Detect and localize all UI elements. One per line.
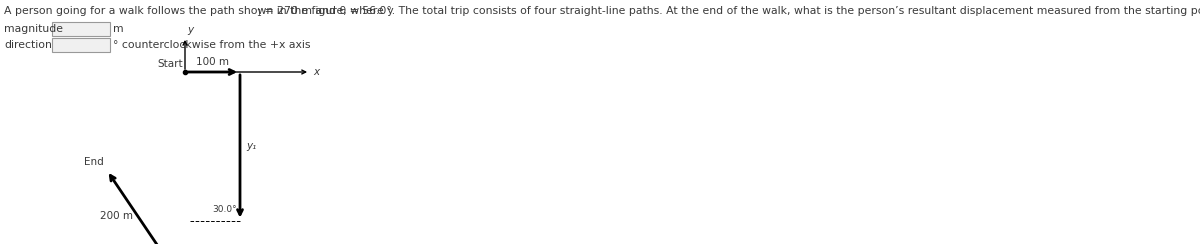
Text: 1: 1 bbox=[256, 9, 260, 18]
Text: m: m bbox=[113, 24, 124, 34]
Text: x: x bbox=[313, 67, 319, 77]
Text: y: y bbox=[187, 25, 193, 35]
Text: direction: direction bbox=[4, 40, 52, 50]
Text: y₁: y₁ bbox=[246, 141, 257, 151]
Text: ° counterclockwise from the +x axis: ° counterclockwise from the +x axis bbox=[113, 40, 311, 50]
Text: Start: Start bbox=[157, 59, 182, 69]
Text: A person going for a walk follows the path shown in the figure, where y: A person going for a walk follows the pa… bbox=[4, 6, 394, 16]
Bar bbox=[52, 38, 110, 52]
Text: 30.0°: 30.0° bbox=[212, 205, 238, 214]
Text: magnitude: magnitude bbox=[4, 24, 64, 34]
Text: = 270 m and θ = 56.0°. The total trip consists of four straight-line paths. At t: = 270 m and θ = 56.0°. The total trip co… bbox=[262, 6, 1200, 16]
Text: 100 m: 100 m bbox=[196, 57, 229, 67]
Bar bbox=[52, 22, 110, 36]
Text: 200 m: 200 m bbox=[100, 211, 133, 221]
Text: End: End bbox=[84, 157, 104, 167]
